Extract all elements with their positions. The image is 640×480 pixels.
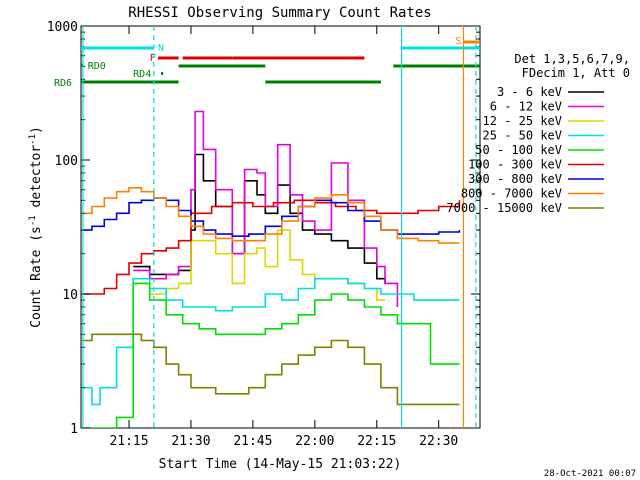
series-line-8	[81, 187, 460, 244]
y-axis-label-sup2: -1	[28, 134, 38, 145]
timestamp: 28-Oct-2021 00:07	[544, 469, 636, 479]
legend-label: 6 - 12 keV	[490, 100, 562, 114]
chart-title: RHESSI Observing Summary Count Rates	[128, 5, 431, 21]
series-line-9	[81, 333, 460, 406]
y-axis-label-sup: -1	[28, 215, 38, 226]
legend-label: 50 - 100 keV	[475, 143, 562, 157]
legend-label: 800 - 7000 keV	[461, 187, 562, 201]
series-line-4	[81, 277, 460, 406]
series-line-6	[81, 199, 461, 295]
y-axis-label-prefix: Count Rate (s	[29, 226, 44, 328]
series-line-5	[81, 282, 460, 428]
legend-label: 100 - 300 keV	[468, 158, 562, 172]
night-label: N	[158, 43, 164, 54]
x-tick-label: 22:30	[419, 434, 458, 449]
legend-label: 7000 - 15000 keV	[446, 201, 562, 215]
y-tick-label: 100	[55, 154, 78, 169]
legend: Det 1,3,5,6,7,9, FDecim 1, Att 0 3 - 6 k…	[446, 52, 630, 215]
rd4-marker	[161, 72, 164, 75]
legend-header-2: FDecim 1, Att 0	[522, 66, 630, 80]
flare-label: F	[150, 53, 156, 64]
rd6-label: RD6	[54, 78, 72, 89]
x-tick-label: 21:45	[233, 434, 272, 449]
legend-label: 3 - 6 keV	[497, 85, 562, 99]
x-tick-label: 21:30	[171, 434, 210, 449]
series-line-7	[81, 197, 461, 237]
y-tick-label: 10	[62, 288, 78, 303]
y-axis-label-suffix: )	[29, 126, 44, 134]
x-tick-label: 22:00	[295, 434, 334, 449]
rd0-label: RD0	[88, 61, 106, 72]
saa-label: S	[455, 36, 461, 47]
y-axis-label: Count Rate (s-1 detector-1)	[28, 126, 44, 328]
legend-label: 25 - 50 keV	[483, 129, 562, 143]
annotations: RD0 RD6 RD4 FN S	[54, 26, 480, 428]
axes: 21:15 21:30 21:45 22:00 22:15 22:30 1 10 100 1000	[47, 20, 480, 449]
legend-label: 12 - 25 keV	[483, 114, 562, 128]
rd4-label: RD4	[133, 69, 151, 80]
legend-header-1: Det 1,3,5,6,7,9,	[514, 52, 630, 66]
y-tick-label: 1	[70, 422, 78, 437]
legend-label: 300 - 800 keV	[468, 172, 562, 186]
x-axis-label: Start Time (14-May-15 21:03:22)	[159, 457, 402, 472]
x-tick-label: 21:15	[109, 434, 148, 449]
plot-area	[81, 110, 461, 428]
y-axis-label-mid: detector	[29, 145, 44, 216]
plot-frame	[80, 25, 481, 429]
y-tick-label: 1000	[47, 20, 78, 35]
x-tick-label: 22:15	[357, 434, 396, 449]
